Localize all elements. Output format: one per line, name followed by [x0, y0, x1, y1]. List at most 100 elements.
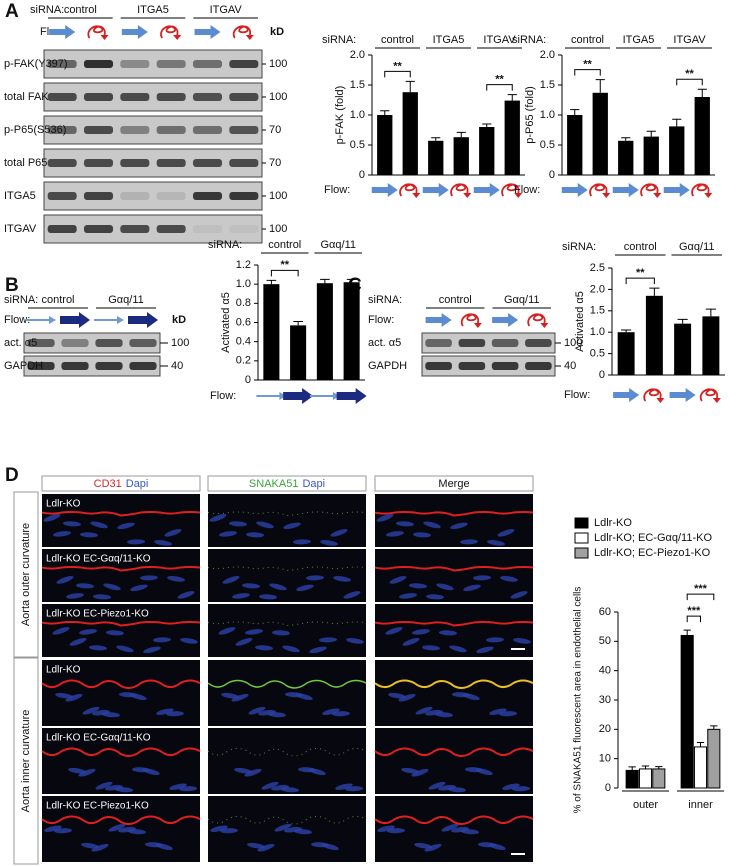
flow-label: Flow:: [4, 314, 30, 326]
significance-bracket: [384, 70, 411, 78]
y-tick-label: 1.0: [350, 109, 365, 121]
nucleus: [44, 825, 62, 832]
significance-label: **: [280, 259, 289, 271]
blot-band: [229, 60, 259, 68]
error-bar: [628, 766, 636, 771]
blot-band: [95, 362, 123, 370]
nucleus: [282, 645, 300, 653]
y-tick-label: 0: [245, 374, 251, 386]
significance-label: **: [583, 59, 592, 71]
row-label: Ldlr-KO EC-Gαq/11-KO: [46, 554, 151, 565]
group-label: ITGAV: [483, 34, 516, 46]
nucleus: [244, 768, 262, 777]
group-label: control: [268, 239, 301, 251]
nucleus: [154, 540, 172, 546]
y-tick-label: 2.5: [590, 262, 605, 274]
error-bar: [320, 278, 330, 284]
error-bar: [621, 137, 631, 141]
blot-band: [192, 192, 223, 200]
nucleus: [426, 594, 444, 600]
blot-band: [229, 225, 259, 233]
nucleus: [164, 529, 182, 537]
flow-disturbed-icon: [527, 313, 546, 327]
blot-band: [156, 192, 186, 200]
group-label: ITGAV: [673, 34, 706, 46]
nucleus: [167, 576, 185, 582]
nucleus: [512, 786, 530, 792]
blot-band: [47, 159, 77, 167]
flow-high-icon: [128, 312, 158, 328]
error-bar: [649, 287, 660, 296]
nucleus: [219, 531, 237, 537]
row-label: Ldlr-KO EC-Piezo1-KO: [46, 609, 149, 620]
endothelial-signal: [207, 621, 367, 627]
blot-row-label: GAPDH: [4, 360, 43, 372]
nucleus: [335, 783, 353, 790]
endothelial-signal: [374, 566, 534, 572]
flow-laminar-icon: [612, 183, 639, 197]
error-bar: [672, 118, 682, 127]
nucleus: [460, 539, 478, 545]
nucleus: [489, 708, 507, 715]
flow-disturbed-head: [173, 35, 182, 40]
mw-label: 70: [269, 124, 281, 136]
nucleus: [296, 584, 314, 592]
nucleus: [142, 768, 160, 776]
blot-row-label: ITGA5: [4, 190, 36, 202]
nucleus: [398, 693, 416, 702]
bar: [567, 115, 583, 175]
panel-letter: B: [5, 275, 19, 296]
sirna-label: siRNA:: [4, 294, 38, 306]
blot-band: [229, 159, 259, 167]
nucleus: [309, 646, 327, 654]
flow-laminar-icon: [422, 183, 449, 197]
flow-laminar-icon: [613, 388, 640, 402]
blot-row-label: ITGAV: [4, 223, 37, 235]
blot-band: [192, 225, 223, 233]
y-tick-label: 2.0: [350, 49, 365, 61]
nucleus: [117, 522, 135, 530]
group-title: siRNA:: [208, 239, 242, 251]
nucleus: [56, 575, 74, 584]
sirna-label: siRNA:: [368, 294, 402, 306]
nucleus: [333, 576, 351, 582]
nucleus: [128, 829, 146, 835]
flow-disturbed-icon: [450, 183, 469, 197]
nucleus: [497, 529, 515, 537]
blot-row-label: p-P65(S536): [4, 124, 66, 136]
group-label: control: [624, 241, 657, 253]
y-axis-label: Activated α5: [574, 291, 586, 352]
nucleus: [116, 645, 134, 653]
legend-swatch: [574, 532, 589, 544]
blot-band: [192, 60, 223, 68]
nucleus: [108, 823, 126, 832]
endothelial-signal: [41, 815, 201, 825]
bar: [290, 325, 307, 380]
micrograph: [208, 549, 366, 602]
flow-laminar-icon: [663, 183, 690, 197]
kd-label: kD: [172, 314, 186, 326]
y-tick-label: 60: [599, 606, 611, 618]
micrograph: [42, 728, 200, 794]
flow-laminar-icon: [473, 183, 500, 197]
nucleus: [462, 693, 480, 701]
blot-row-label: total P65: [4, 157, 47, 169]
nucleus: [210, 825, 228, 832]
bar: [643, 136, 659, 175]
bar: [652, 768, 666, 789]
blot-band: [27, 339, 55, 347]
y-tick-label: 0: [605, 782, 611, 794]
flow-laminar-icon: [371, 183, 398, 197]
nucleus: [247, 842, 265, 849]
blot-band: [229, 93, 259, 101]
endothelial-signal: [41, 511, 201, 517]
nucleus: [274, 823, 292, 832]
endothelial-signal: [374, 511, 534, 517]
blot-band: [425, 362, 452, 370]
x-tick-label: inner: [688, 799, 713, 811]
error-bar: [405, 80, 415, 93]
nucleus: [499, 711, 517, 717]
legend-label: Ldlr-KO; EC-Gαq/11-KO: [594, 532, 712, 544]
flow-laminar-icon: [561, 183, 588, 197]
significance-label: **: [495, 74, 504, 86]
